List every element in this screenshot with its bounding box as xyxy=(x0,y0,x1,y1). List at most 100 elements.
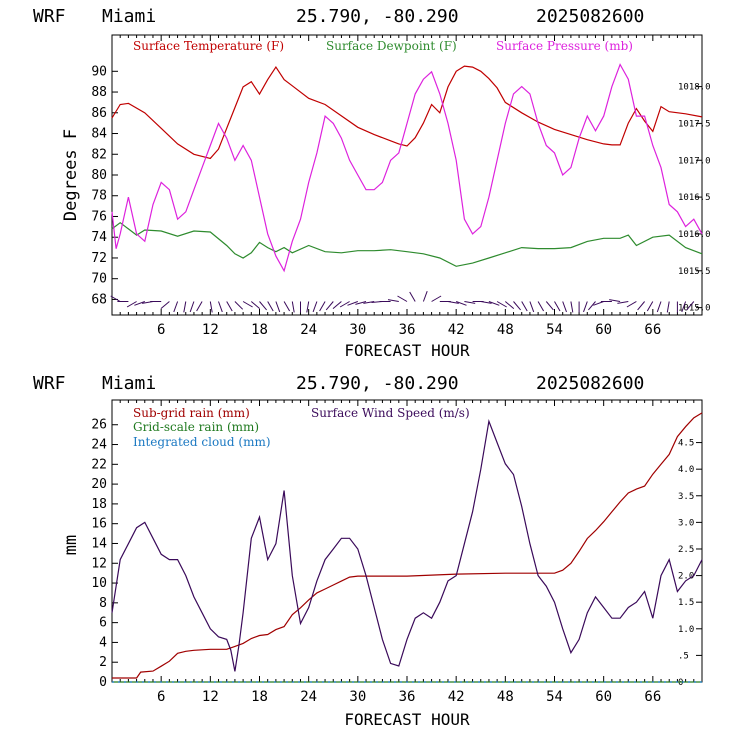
x-tick-label: 54 xyxy=(546,322,563,338)
y-tick-label: 88 xyxy=(91,85,107,100)
legend-gridscale-rain: Grid-scale rain (mm) xyxy=(133,420,259,434)
wind-barb xyxy=(332,301,342,309)
y2-tick-label: 1016.5 xyxy=(678,193,711,203)
wind-barb xyxy=(339,301,350,308)
y-tick-label: 86 xyxy=(91,106,107,121)
y2-tick-label: 1018.0 xyxy=(678,83,711,93)
wind-barb xyxy=(480,301,492,304)
y-tick-label: 70 xyxy=(91,272,107,287)
y-tick-label: 78 xyxy=(91,189,107,204)
wind-barb xyxy=(609,299,621,302)
legend-temperature: Surface Temperature (F) xyxy=(133,39,284,53)
y2-tick-label: 1.5 xyxy=(678,598,694,608)
x-tick-label: 42 xyxy=(448,689,465,705)
wind-barb xyxy=(242,301,253,308)
wind-barb xyxy=(588,301,596,311)
x-tick-label: 60 xyxy=(595,689,612,705)
y2-tick-label: 2.0 xyxy=(678,572,694,582)
series-lines xyxy=(111,412,703,683)
wind-barb xyxy=(267,301,274,312)
pressure-line xyxy=(111,63,703,273)
y-tick-label: 84 xyxy=(91,127,107,142)
series-lines xyxy=(111,63,703,273)
wind-barb xyxy=(504,301,515,309)
panel-model-label: WRF xyxy=(33,6,66,27)
wind-barb xyxy=(681,301,687,313)
wind-barb xyxy=(325,301,334,311)
wind-barb xyxy=(218,301,223,313)
wind-barbs xyxy=(110,291,695,313)
y2-tick-label: .5 xyxy=(678,651,689,661)
x-axis-label: FORECAST HOUR xyxy=(344,341,470,360)
x-tick-label: 30 xyxy=(349,689,366,705)
y-tick-label: 82 xyxy=(91,147,107,162)
wind-barb xyxy=(347,301,358,306)
wind-barb xyxy=(656,301,662,313)
x-tick-label: 60 xyxy=(595,322,612,338)
x-tick-labels: 6 12 18 24 30 36 42 48 54 60 66 xyxy=(157,322,661,338)
x-tick-label: 6 xyxy=(157,689,165,705)
dewpoint-line xyxy=(111,221,703,267)
y-tick-label: 68 xyxy=(91,292,107,307)
legend-pressure: Surface Pressure (mb) xyxy=(496,39,633,53)
wind-barb xyxy=(110,295,121,302)
wind-barb xyxy=(545,301,554,311)
wind-barb xyxy=(496,301,507,308)
y-tick-label: 90 xyxy=(91,64,107,79)
y2-tick-label: 0 xyxy=(678,678,683,688)
panel-init-label: 2025082600 xyxy=(536,373,644,394)
wind-barb xyxy=(196,301,203,312)
y-tick-labels: 68 70 72 74 76 78 80 82 84 86 88 90 xyxy=(91,64,107,307)
wind-barb xyxy=(488,301,500,306)
y-tick-label: 10 xyxy=(91,576,107,591)
y-tick-label: 16 xyxy=(91,517,107,532)
wind-barb xyxy=(275,301,281,313)
wind-barb xyxy=(593,301,604,306)
wind-barb xyxy=(259,301,267,311)
plot-frame xyxy=(111,34,703,316)
wind-barb xyxy=(283,301,291,312)
y2-tick-labels: 1015.0 1015.5 1016.0 1016.5 1017.0 1017.5 1018… xyxy=(678,83,711,314)
wind-barb xyxy=(464,301,476,304)
wind-barb xyxy=(226,301,233,312)
y-tick-label: 8 xyxy=(99,596,107,611)
wind-barb xyxy=(626,301,637,308)
x-tick-label: 66 xyxy=(644,689,661,705)
y-tick-label: 20 xyxy=(91,477,107,492)
y2-tick-label: 4.0 xyxy=(678,465,694,475)
x-tick-label: 18 xyxy=(251,689,268,705)
wind-barb xyxy=(387,299,399,302)
wind-barb xyxy=(570,301,574,313)
wind-barb xyxy=(431,295,442,302)
y2-tick-label: 1017.0 xyxy=(678,156,711,166)
y-tick-label: 4 xyxy=(99,635,107,650)
y-tick-label: 76 xyxy=(91,209,107,224)
wind-barb xyxy=(666,301,670,313)
y-tick-label: 6 xyxy=(99,616,107,631)
x-tick-label: 12 xyxy=(202,689,219,705)
y-tick-label: 74 xyxy=(91,230,107,245)
wind-barb xyxy=(250,301,261,309)
wind-barb xyxy=(409,291,416,302)
wind-barb xyxy=(617,301,629,304)
y-tick-label: 24 xyxy=(91,438,107,453)
x-tick-label: 42 xyxy=(448,322,465,338)
x-tick-label: 30 xyxy=(349,322,366,338)
y2-tick-label: 2.5 xyxy=(678,545,694,555)
wind-speed-line xyxy=(111,419,703,672)
y2-tick-label: 1016.0 xyxy=(678,230,711,240)
y2-tick-label: 3.0 xyxy=(678,518,694,528)
x-tick-label: 54 xyxy=(546,689,563,705)
y-tick-label: 72 xyxy=(91,251,107,266)
y-tick-label: 80 xyxy=(91,168,107,183)
y2-tick-label: 4.5 xyxy=(678,439,694,449)
y2-tick-labels: 0 .5 1.0 1.5 2.0 2.5 3.0 3.5 4.0 4.5 xyxy=(678,439,694,688)
panel-model-label: WRF xyxy=(33,373,66,394)
wind-barb xyxy=(554,301,561,312)
x-tick-label: 36 xyxy=(399,322,416,338)
y2-tick-label: 3.5 xyxy=(678,492,694,502)
panel-coords-label: 25.790, -80.290 xyxy=(296,373,459,394)
x-tick-label: 36 xyxy=(399,689,416,705)
